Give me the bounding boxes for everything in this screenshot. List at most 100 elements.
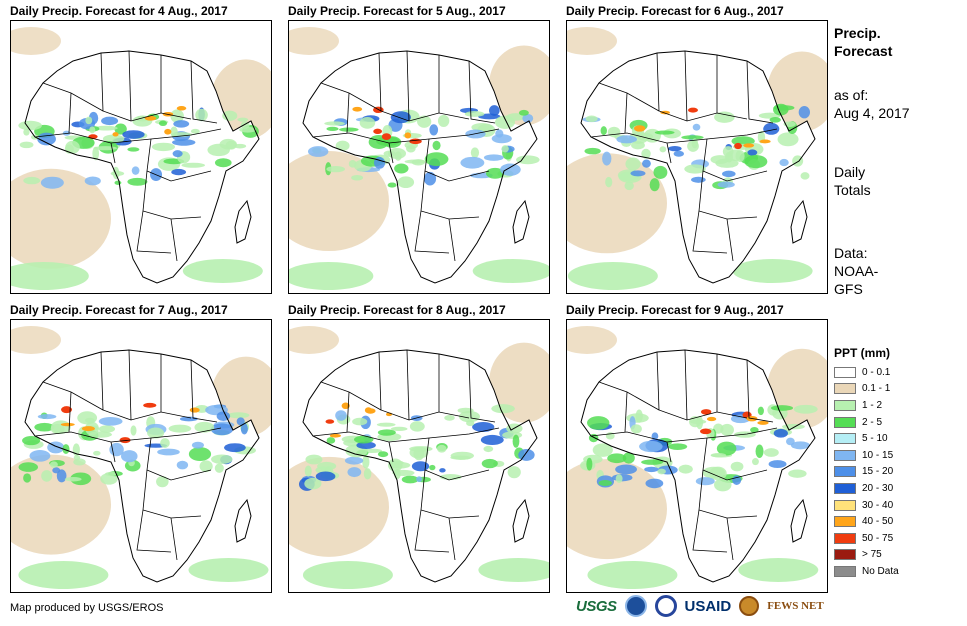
rain-cell bbox=[716, 441, 737, 456]
rain-cell bbox=[439, 474, 462, 481]
legend-swatch bbox=[834, 565, 856, 577]
rain-cell bbox=[710, 452, 727, 458]
rain-cell bbox=[51, 420, 71, 434]
rain-cell bbox=[522, 113, 534, 123]
rain-cell bbox=[158, 120, 168, 127]
rain-cell bbox=[307, 146, 329, 157]
usaid-seal-icon bbox=[654, 595, 677, 617]
rain-cell bbox=[29, 450, 51, 462]
rain-cell bbox=[485, 167, 505, 179]
rain-cell bbox=[377, 429, 396, 436]
rain-cell bbox=[439, 468, 446, 473]
country-border bbox=[146, 138, 212, 182]
rain-cell bbox=[747, 149, 758, 156]
rain-cell bbox=[489, 105, 500, 116]
dry-area bbox=[11, 27, 61, 55]
rain-cell bbox=[450, 451, 474, 460]
heavy-rain-cell bbox=[743, 143, 755, 148]
sidebar-title-line: Precip. bbox=[834, 25, 881, 41]
rain-cell bbox=[88, 431, 112, 438]
rain-cell bbox=[219, 138, 237, 150]
rain-cell bbox=[389, 461, 411, 469]
country-border bbox=[698, 170, 758, 220]
rain-cell bbox=[93, 450, 101, 456]
rain-cell bbox=[518, 449, 535, 461]
country-border bbox=[746, 359, 774, 423]
country-border bbox=[590, 427, 778, 443]
forecast-panel: Daily Precip. Forecast for 5 Aug., 2017 bbox=[288, 4, 550, 294]
legend-title: PPT (mm) bbox=[834, 346, 891, 360]
legend-item: 50 - 75 bbox=[834, 530, 899, 547]
heavy-rain-cell bbox=[364, 407, 372, 414]
rain-cell bbox=[411, 461, 430, 472]
rain-cell bbox=[668, 145, 682, 152]
precip-map bbox=[566, 20, 828, 294]
rain-cell bbox=[127, 147, 140, 152]
rain-cell bbox=[73, 458, 86, 466]
rain-cell bbox=[191, 441, 204, 449]
dry-area bbox=[567, 326, 617, 354]
country-border bbox=[468, 60, 496, 124]
country-border bbox=[424, 138, 490, 182]
country-border bbox=[420, 170, 480, 220]
rain-cell bbox=[429, 464, 436, 471]
rain-cell bbox=[19, 141, 34, 149]
rain-cell bbox=[147, 427, 165, 439]
rain-cell bbox=[194, 421, 215, 433]
rain-cell bbox=[417, 115, 432, 128]
country-border bbox=[142, 469, 202, 519]
country-border bbox=[128, 50, 132, 122]
heavy-rain-cell bbox=[60, 422, 75, 427]
heavy-rain-cell bbox=[341, 402, 350, 410]
heavy-rain-cell bbox=[706, 416, 717, 422]
rain-cell bbox=[324, 121, 345, 126]
rain-cell bbox=[18, 120, 42, 131]
rain-area bbox=[188, 558, 269, 582]
rain-cell bbox=[23, 176, 41, 185]
heavy-rain-cell bbox=[176, 106, 187, 111]
rain-cell bbox=[483, 445, 494, 453]
country-border bbox=[170, 517, 178, 561]
rain-cell bbox=[472, 422, 495, 432]
dry-area bbox=[567, 27, 617, 55]
rain-cell bbox=[630, 424, 642, 434]
legend-item: 1 - 2 bbox=[834, 397, 899, 414]
rain-cell bbox=[85, 116, 93, 125]
rain-cell bbox=[317, 461, 337, 471]
usaid-logo: USAID bbox=[684, 597, 732, 615]
country-border bbox=[34, 128, 222, 144]
rain-cell bbox=[800, 172, 810, 180]
rain-cell bbox=[717, 181, 735, 188]
rain-cell bbox=[224, 443, 246, 453]
country-border bbox=[146, 437, 212, 481]
heavy-rain-cell bbox=[660, 110, 671, 115]
africa-coastline bbox=[302, 50, 538, 284]
rain-cell bbox=[616, 135, 638, 144]
heavy-rain-cell bbox=[81, 426, 95, 432]
data-source-line: Data: bbox=[834, 245, 868, 261]
heavy-rain-cell bbox=[143, 402, 157, 408]
rain-cell bbox=[22, 436, 41, 446]
legend-label: 1 - 2 bbox=[862, 399, 883, 411]
legend-label: 40 - 50 bbox=[862, 516, 894, 528]
panel-title: Daily Precip. Forecast for 7 Aug., 2017 bbox=[10, 303, 228, 317]
heavy-rain-cell bbox=[325, 419, 335, 424]
legend-label: 15 - 20 bbox=[862, 466, 894, 478]
heavy-rain-cell bbox=[112, 132, 119, 137]
rain-area bbox=[182, 259, 263, 283]
rain-cell bbox=[659, 146, 667, 153]
rain-cell bbox=[464, 111, 485, 117]
precip-map bbox=[288, 319, 550, 593]
country-border bbox=[702, 138, 768, 182]
legend-item: 30 - 40 bbox=[834, 497, 899, 514]
totals-block: Daily Totals bbox=[834, 163, 871, 199]
rain-cell bbox=[644, 466, 659, 473]
rain-cell bbox=[458, 410, 480, 423]
usgs-logo: USGS bbox=[576, 597, 617, 615]
heavy-rain-cell bbox=[759, 139, 771, 144]
country-border bbox=[746, 60, 774, 124]
legend-swatch bbox=[834, 433, 856, 445]
rain-cell bbox=[326, 126, 339, 131]
rain-area bbox=[11, 262, 89, 290]
rain-cell bbox=[470, 147, 480, 159]
